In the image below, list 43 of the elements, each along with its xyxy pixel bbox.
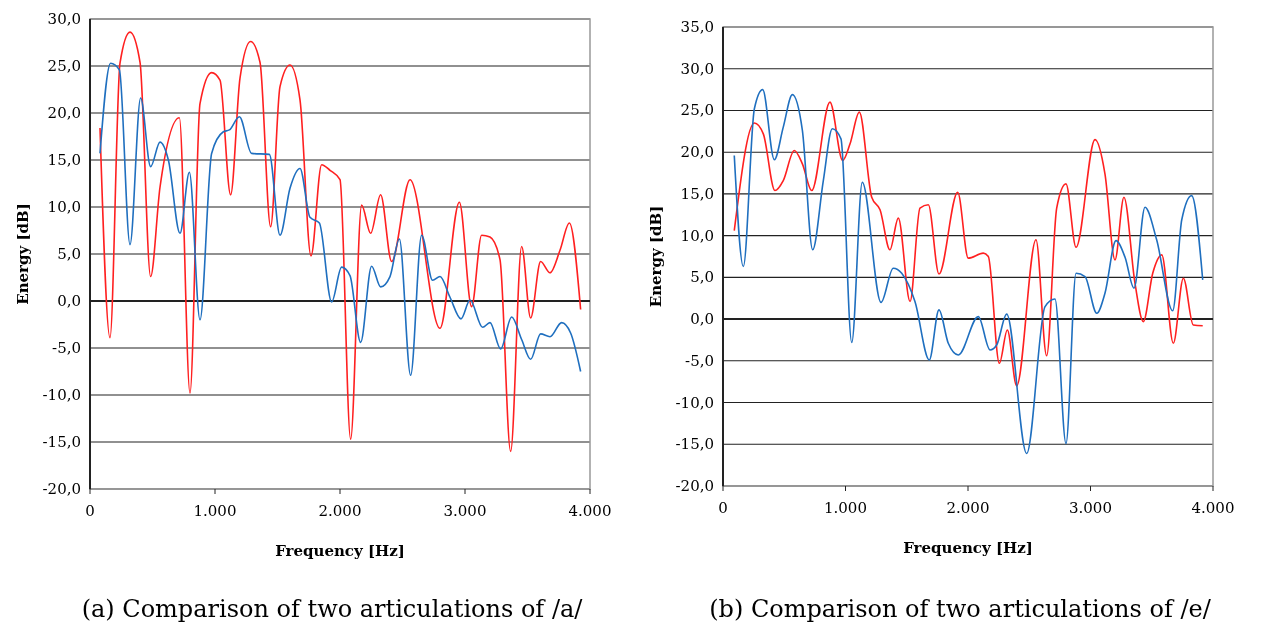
y-tick-label: 5,0: [690, 268, 714, 287]
x-tick-label: 2.000: [946, 499, 990, 517]
y-axis-title: Energy [dB]: [647, 205, 665, 308]
y-tick-label: -5,0: [685, 351, 714, 370]
y-tick-label: -10,0: [42, 386, 81, 404]
y-tick-label: 35,0: [680, 18, 714, 36]
y-tick-label: 30,0: [680, 59, 714, 78]
line-series: [733, 88, 1204, 455]
y-tick-label: -15,0: [675, 435, 714, 454]
y-tick-label: 20,0: [680, 143, 714, 162]
y-tick-label: -15,0: [42, 433, 81, 451]
y-tick-label: -10,0: [675, 393, 714, 412]
y-tick-label: 10,0: [47, 198, 81, 216]
x-tick-label: 1.000: [193, 502, 237, 520]
line-series: [99, 62, 582, 377]
text: (b) Comparison of two articulations of /e/: [709, 595, 1212, 623]
line-series: [733, 101, 1204, 387]
y-tick-label: 0,0: [690, 310, 714, 329]
y-tick-label: -20,0: [42, 480, 81, 498]
y-tick-label: 15,0: [680, 184, 714, 203]
y-tick-label: 15,0: [47, 151, 81, 169]
x-tick-label: 4.000: [1191, 499, 1235, 517]
y-axis-title: Energy [dB]: [14, 203, 32, 305]
y-tick-label: 25,0: [680, 101, 714, 120]
y-tick-label: 10,0: [680, 226, 714, 245]
text: (a) Comparison of two articulations of /a/: [81, 595, 584, 623]
y-tick-label: 0,0: [57, 292, 81, 310]
y-tick-label: -5,0: [52, 339, 81, 357]
x-axis-title: Frequency [Hz]: [275, 542, 405, 560]
x-tick-label: 0: [85, 502, 95, 520]
x-tick-label: 3.000: [443, 502, 487, 520]
y-tick-label: 5,0: [57, 245, 81, 263]
x-tick-label: 4.000: [568, 502, 612, 520]
y-tick-label: 20,0: [47, 104, 81, 122]
y-tick-label: -20,0: [675, 477, 714, 495]
x-tick-label: 2.000: [318, 502, 362, 520]
x-tick-label: 1.000: [824, 499, 867, 517]
line-series: [99, 31, 582, 453]
x-tick-label: 3.000: [1069, 499, 1112, 517]
y-tick-label: 30,0: [47, 10, 81, 28]
y-tick-label: 25,0: [47, 57, 81, 75]
x-axis-title: Frequency [Hz]: [903, 539, 1033, 557]
x-tick-label: 0: [718, 499, 728, 517]
